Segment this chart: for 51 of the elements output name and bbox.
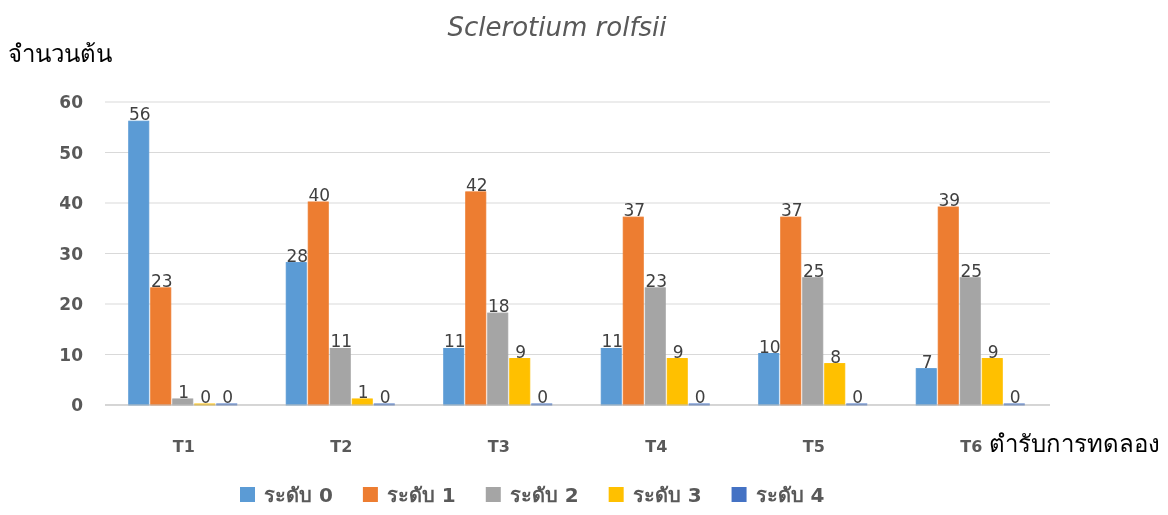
y-axis-title: จำนวนต้น <box>8 40 112 68</box>
data-label: 0 <box>852 387 864 407</box>
y-tick-label: 50 <box>59 142 84 163</box>
y-tick-label: 0 <box>71 395 84 415</box>
data-label: 11 <box>601 331 624 352</box>
y-tick-label: 30 <box>59 243 84 264</box>
data-label: 0 <box>379 387 391 407</box>
legend-label: ระดับ 2 <box>509 483 579 507</box>
data-label: 11 <box>330 331 353 352</box>
data-label: 39 <box>938 190 961 211</box>
data-label: 37 <box>780 200 803 221</box>
data-label: 9 <box>672 341 684 362</box>
legend-label: ระดับ 3 <box>632 483 702 507</box>
data-label: 0 <box>537 387 549 407</box>
legend-label: ระดับ 4 <box>755 483 825 507</box>
y-tick-label: 60 <box>59 92 84 112</box>
data-label: 28 <box>286 245 309 266</box>
data-label: 23 <box>150 270 173 291</box>
data-label: 25 <box>960 260 983 281</box>
data-label: 0 <box>694 387 706 407</box>
data-label: 42 <box>465 174 488 195</box>
data-label: 8 <box>830 346 842 367</box>
data-label: 37 <box>623 200 646 221</box>
chart-title: Sclerotium rolfsii <box>447 12 668 42</box>
data-label: 1 <box>178 381 190 402</box>
data-label: 56 <box>128 104 151 125</box>
x-axis-title: ตำรับการทดลอง <box>989 430 1160 458</box>
x-tick-label: T2 <box>330 437 353 456</box>
data-label: 0 <box>222 387 234 407</box>
legend-label: ระดับ 1 <box>386 483 456 507</box>
data-label: 9 <box>515 341 527 362</box>
y-tick-label: 20 <box>59 294 84 314</box>
data-label: 1 <box>357 381 369 402</box>
y-tick-label: 10 <box>59 344 84 365</box>
data-label: 9 <box>987 341 999 362</box>
x-tick-label: T3 <box>487 437 510 456</box>
legend-label: ระดับ 0 <box>264 483 333 507</box>
data-label: 10 <box>758 336 781 357</box>
x-tick-label: T6 <box>960 437 983 456</box>
data-label: 11 <box>443 331 466 352</box>
data-label: 25 <box>802 260 825 281</box>
x-tick-label: T1 <box>172 437 195 456</box>
data-label: 7 <box>921 351 933 372</box>
data-label: 0 <box>200 387 212 407</box>
data-label: 0 <box>1009 387 1021 407</box>
x-tick-label: T5 <box>802 437 825 456</box>
data-label: 40 <box>308 185 331 205</box>
x-tick-label: T4 <box>645 437 668 456</box>
data-label: 18 <box>487 296 510 317</box>
y-tick-label: 40 <box>59 193 84 213</box>
data-label: 23 <box>645 270 668 291</box>
